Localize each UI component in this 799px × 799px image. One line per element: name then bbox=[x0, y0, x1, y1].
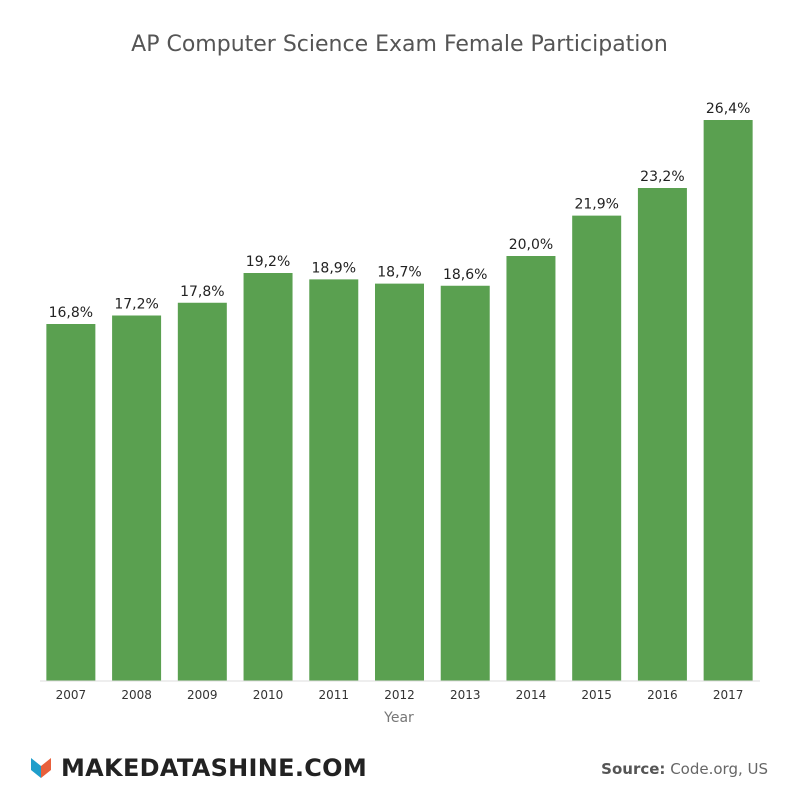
bar-chart: 16,8% 17,2% 17,8% 19,2% 18,9% 18,7% 18,6% 20,0%… bbox=[40, 101, 760, 726]
bar-2016 bbox=[637, 188, 687, 681]
chart-title: AP Computer Science Exam Female Particip… bbox=[131, 32, 668, 57]
bars-layer bbox=[46, 120, 753, 681]
x-tick-label-2012: 2012 bbox=[384, 688, 415, 702]
data-label-2007: 16,8% bbox=[49, 305, 93, 321]
x-tick-labels-layer: 2007 2008 2009 2010 2011 2012 2013 2014 2015 2016… bbox=[56, 688, 744, 702]
bar-2010 bbox=[243, 273, 293, 681]
data-label-2014: 20,0% bbox=[509, 237, 553, 253]
x-tick-label-2016: 2016 bbox=[647, 688, 678, 702]
x-tick-label-2011: 2011 bbox=[318, 688, 349, 702]
source-value: Code.org, US bbox=[665, 760, 768, 778]
data-labels-layer: 16,8% 17,2% 17,8% 19,2% 18,9% 18,7% 18,6% 20,0%… bbox=[49, 101, 751, 321]
data-label-2015: 21,9% bbox=[574, 197, 618, 213]
bar-2009 bbox=[177, 302, 227, 681]
bar-2007 bbox=[46, 324, 96, 681]
data-label-2008: 17,2% bbox=[114, 297, 158, 313]
data-label-2016: 23,2% bbox=[640, 169, 684, 185]
x-tick-label-2008: 2008 bbox=[121, 688, 152, 702]
bar-2011 bbox=[309, 279, 359, 681]
brand[interactable]: MAKEDATASHINE.COM bbox=[31, 754, 367, 782]
bar-2008 bbox=[112, 315, 162, 681]
x-tick-label-2007: 2007 bbox=[56, 688, 87, 702]
data-label-2011: 18,9% bbox=[312, 260, 356, 276]
bar-2017 bbox=[703, 120, 753, 681]
footer: MAKEDATASHINE.COM Source: Code.org, US bbox=[0, 748, 799, 788]
bar-2013 bbox=[440, 285, 490, 681]
brand-name: MAKEDATASHINE.COM bbox=[61, 754, 368, 782]
source-label: Source: bbox=[601, 760, 666, 778]
x-tick-label-2010: 2010 bbox=[253, 688, 284, 702]
bar-2015 bbox=[572, 215, 622, 681]
data-label-2012: 18,7% bbox=[377, 265, 421, 281]
bar-2014 bbox=[506, 256, 556, 681]
data-label-2010: 19,2% bbox=[246, 254, 290, 270]
makedatashine-logo-icon bbox=[31, 758, 51, 778]
source-note: Source: Code.org, US bbox=[601, 760, 768, 778]
data-label-2009: 17,8% bbox=[180, 284, 224, 300]
x-tick-label-2014: 2014 bbox=[516, 688, 547, 702]
x-tick-label-2013: 2013 bbox=[450, 688, 481, 702]
x-axis-label: Year bbox=[383, 710, 414, 726]
x-tick-label-2017: 2017 bbox=[713, 688, 744, 702]
data-label-2013: 18,6% bbox=[443, 267, 487, 283]
data-label-2017: 26,4% bbox=[706, 101, 750, 117]
x-tick-label-2015: 2015 bbox=[581, 688, 612, 702]
x-tick-label-2009: 2009 bbox=[187, 688, 218, 702]
bar-2012 bbox=[375, 283, 424, 681]
